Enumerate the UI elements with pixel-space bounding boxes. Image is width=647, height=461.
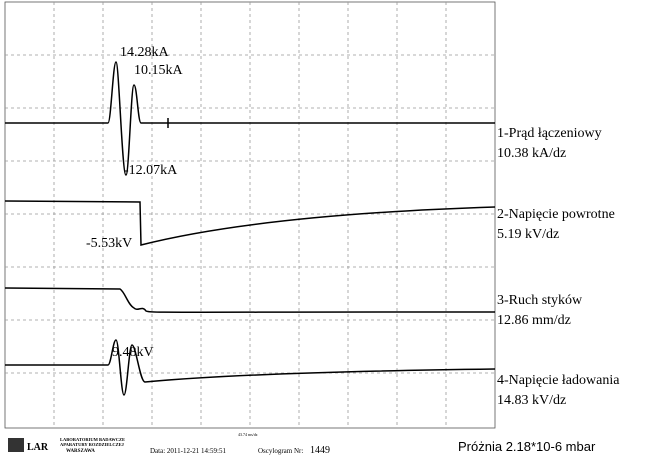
- annotation: -5.53kV: [86, 236, 132, 251]
- trace-2: [4, 200, 496, 246]
- annotation: 10.15kA: [134, 63, 184, 78]
- time-scale: 43.74 ms/dz: [238, 432, 258, 437]
- annotation: 14.28kA: [120, 45, 170, 60]
- trace-1: [5, 61, 495, 176]
- annotation: -12.07kA: [124, 163, 178, 178]
- logo-mark: [8, 438, 24, 452]
- channel-name: 1-Prąd łączeniowy: [497, 126, 602, 141]
- channel-scale: 5.19 kV/dz: [497, 227, 559, 242]
- channel-scale: 12.86 mm/dz: [497, 313, 571, 328]
- channel-name: 4-Napięcie ładowania: [497, 373, 620, 388]
- trace-3: [4, 287, 496, 313]
- lab-name: WARSZAWA: [66, 449, 95, 454]
- channel-scale: 14.83 kV/dz: [497, 393, 566, 408]
- annotation: 9.48kV: [112, 345, 154, 360]
- trace-4: [5, 339, 496, 396]
- lab-name: APARATURY ROZDZIELCZEJ: [60, 442, 125, 447]
- annotations: 14.28kA 10.15kA -12.07kA -5.53kV 9.48kV: [86, 45, 184, 360]
- date: Data: 2011-12-21 14:59:51: [150, 447, 226, 455]
- channel-scale: 10.38 kA/dz: [497, 146, 566, 161]
- footer: LAR LABORATORIUM BADAWCZE APARATURY ROZD…: [8, 432, 596, 456]
- number-label: Oscylogram Nr:: [258, 447, 303, 455]
- vacuum: Próżnia 2.18*10-6 mbar: [458, 439, 596, 454]
- channel-name: 3-Ruch styków: [497, 293, 583, 308]
- lab-name: LABORATORIUM BADAWCZE: [60, 437, 125, 442]
- number: 1449: [310, 445, 330, 456]
- logo-text: LAR: [27, 442, 49, 453]
- channel-labels: 1-Prąd łączeniowy 10.38 kA/dz 2-Napięcie…: [497, 126, 620, 408]
- channel-name: 2-Napięcie powrotne: [497, 207, 615, 222]
- grid: [5, 2, 495, 428]
